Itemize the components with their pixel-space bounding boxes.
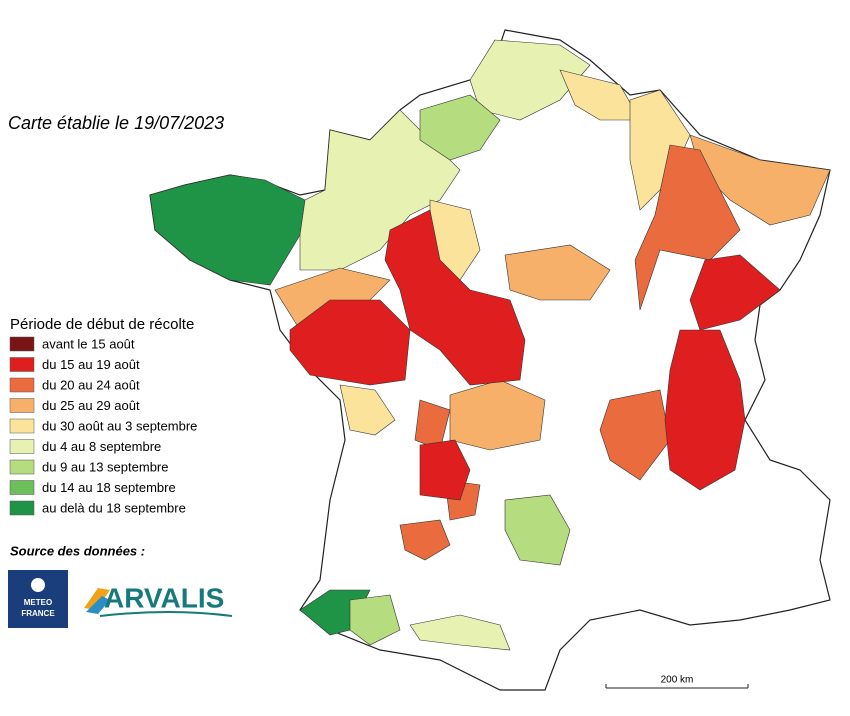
legend-label: au delà du 18 septembre [42,500,186,515]
legend-label: du 15 au 19 août [42,357,140,372]
region [504,494,571,566]
region [664,329,746,491]
legend-swatch [9,459,35,475]
legend-label: du 25 au 29 août [42,398,140,413]
region [689,254,781,331]
region [409,614,511,651]
legend-label: avant le 15 août [42,336,135,351]
region [469,39,591,121]
region [419,94,501,161]
legend-title: Période de début de récolte [10,316,194,333]
arvalis-icon [86,596,110,614]
region [504,244,611,301]
legend-label: du 30 août au 3 septembre [42,418,197,433]
arvalis-logo: ARVALIS [104,582,224,613]
legend: avant le 15 août du 15 au 19 août du 20 au… [9,336,197,516]
region [339,384,396,436]
region [634,144,741,311]
legend-swatch [9,377,35,393]
arvalis-swoosh [99,611,233,617]
region [289,299,411,386]
region [384,209,526,386]
region [399,519,451,561]
scale-label: 200 km [661,675,694,686]
regions [149,39,831,651]
legend-label: du 14 au 18 septembre [42,480,176,495]
logo-text: METEO [24,598,52,607]
logo-text: FRANCE [21,609,55,618]
legend-label: du 9 au 13 septembre [42,459,168,474]
legend-swatch [9,480,35,495]
legend-swatch [9,418,35,434]
legend-label: du 4 au 8 septembre [42,439,161,454]
region [349,594,401,646]
map-title: Carte établie le 19/07/2023 [8,113,224,133]
legend-label: du 20 au 24 août [42,377,140,392]
legend-swatch [9,357,35,372]
region [299,109,461,271]
legend-swatch [9,398,35,413]
legend-swatch [9,500,35,516]
legend-swatch [9,336,35,352]
region [559,69,641,121]
logo-icon [31,578,45,592]
region [419,439,471,501]
legend-swatch [9,439,35,454]
arvalis-icon [84,588,110,610]
source-label: Source des données : [10,543,145,558]
region [599,389,671,481]
